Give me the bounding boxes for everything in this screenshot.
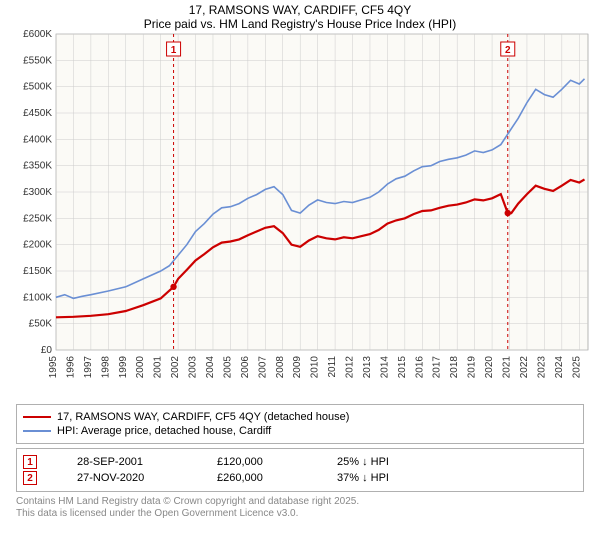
legend-label: 17, RAMSONS WAY, CARDIFF, CF5 4QY (detac… bbox=[57, 411, 349, 423]
svg-text:2003: 2003 bbox=[188, 356, 199, 379]
svg-text:2025: 2025 bbox=[571, 356, 582, 379]
svg-text:1: 1 bbox=[171, 45, 177, 56]
svg-text:2005: 2005 bbox=[222, 356, 233, 379]
svg-text:£0: £0 bbox=[41, 345, 53, 356]
svg-text:1997: 1997 bbox=[83, 356, 94, 379]
svg-text:£150K: £150K bbox=[23, 266, 52, 277]
svg-text:2022: 2022 bbox=[519, 356, 530, 379]
legend-swatch bbox=[23, 430, 51, 433]
transaction-date: 28-SEP-2001 bbox=[77, 456, 177, 468]
svg-text:2: 2 bbox=[505, 45, 511, 56]
svg-text:2016: 2016 bbox=[414, 356, 425, 379]
svg-text:£450K: £450K bbox=[23, 108, 52, 119]
svg-text:2011: 2011 bbox=[327, 356, 338, 378]
svg-text:2018: 2018 bbox=[449, 356, 460, 379]
svg-text:£100K: £100K bbox=[23, 292, 52, 303]
svg-text:£250K: £250K bbox=[23, 213, 52, 224]
legend-item: HPI: Average price, detached house, Card… bbox=[23, 425, 577, 437]
svg-text:Price paid vs. HM Land Registr: Price paid vs. HM Land Registry's House … bbox=[144, 17, 456, 31]
svg-text:£50K: £50K bbox=[29, 319, 53, 330]
transaction-marker: 1 bbox=[23, 455, 37, 469]
svg-text:2010: 2010 bbox=[310, 356, 321, 379]
svg-text:2020: 2020 bbox=[484, 356, 495, 379]
transaction-vs-hpi: 25% ↓ HPI bbox=[337, 456, 389, 468]
transactions-box: 1 28-SEP-2001 £120,000 25% ↓ HPI 2 27-NOV-202… bbox=[16, 448, 584, 492]
svg-text:2023: 2023 bbox=[536, 356, 547, 379]
svg-text:1996: 1996 bbox=[65, 356, 76, 379]
svg-text:2002: 2002 bbox=[170, 356, 181, 379]
transaction-marker: 2 bbox=[23, 471, 37, 485]
svg-text:2001: 2001 bbox=[153, 356, 164, 379]
svg-text:1995: 1995 bbox=[48, 356, 59, 379]
svg-text:2008: 2008 bbox=[275, 356, 286, 379]
transaction-price: £120,000 bbox=[217, 456, 297, 468]
transaction-date: 27-NOV-2020 bbox=[77, 472, 177, 484]
legend-label: HPI: Average price, detached house, Card… bbox=[57, 425, 271, 437]
svg-text:2009: 2009 bbox=[292, 356, 303, 379]
transaction-row: 2 27-NOV-2020 £260,000 37% ↓ HPI bbox=[23, 471, 577, 485]
svg-text:£600K: £600K bbox=[23, 29, 52, 40]
svg-text:2006: 2006 bbox=[240, 356, 251, 379]
svg-text:£550K: £550K bbox=[23, 55, 52, 66]
svg-text:2000: 2000 bbox=[135, 356, 146, 379]
svg-text:£200K: £200K bbox=[23, 240, 52, 251]
transaction-vs-hpi: 37% ↓ HPI bbox=[337, 472, 389, 484]
svg-text:17, RAMSONS WAY, CARDIFF, CF5: 17, RAMSONS WAY, CARDIFF, CF5 4QY bbox=[189, 3, 412, 17]
svg-text:2013: 2013 bbox=[362, 356, 373, 379]
transaction-row: 1 28-SEP-2001 £120,000 25% ↓ HPI bbox=[23, 455, 577, 469]
svg-text:2004: 2004 bbox=[205, 356, 216, 379]
legend-swatch bbox=[23, 416, 51, 419]
legend-box: 17, RAMSONS WAY, CARDIFF, CF5 4QY (detac… bbox=[16, 404, 584, 444]
svg-text:2012: 2012 bbox=[345, 356, 356, 379]
svg-text:2019: 2019 bbox=[467, 356, 478, 379]
transaction-price: £260,000 bbox=[217, 472, 297, 484]
svg-text:1998: 1998 bbox=[100, 356, 111, 379]
svg-text:£350K: £350K bbox=[23, 161, 52, 172]
svg-text:£400K: £400K bbox=[23, 134, 52, 145]
svg-text:£500K: £500K bbox=[23, 82, 52, 93]
legend-item: 17, RAMSONS WAY, CARDIFF, CF5 4QY (detac… bbox=[23, 411, 577, 423]
svg-text:2017: 2017 bbox=[432, 356, 443, 379]
svg-text:2015: 2015 bbox=[397, 356, 408, 379]
svg-text:2021: 2021 bbox=[502, 356, 513, 379]
svg-text:£300K: £300K bbox=[23, 187, 52, 198]
price-chart: 17, RAMSONS WAY, CARDIFF, CF5 4QYPrice p… bbox=[0, 0, 600, 400]
svg-text:2024: 2024 bbox=[554, 356, 565, 379]
svg-text:2014: 2014 bbox=[379, 356, 390, 379]
svg-text:1999: 1999 bbox=[118, 356, 129, 379]
copyright-notice: Contains HM Land Registry data © Crown c… bbox=[16, 496, 584, 520]
svg-text:2007: 2007 bbox=[257, 356, 268, 379]
